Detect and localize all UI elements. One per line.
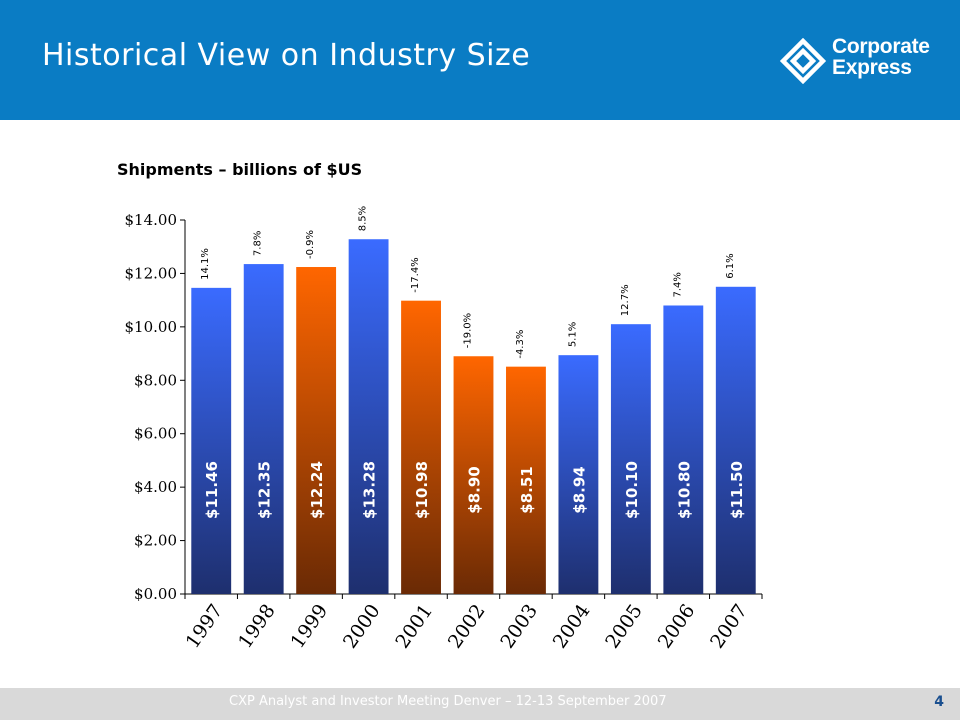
chart-title: Shipments – billions of $US	[117, 160, 363, 179]
growth-label: 14.1%	[200, 248, 211, 280]
y-tick-label: $2.00	[134, 532, 177, 550]
growth-label: -19.0%	[463, 313, 474, 348]
bar-value-label: $10.98	[413, 461, 431, 519]
x-tick-label: 2002	[444, 600, 490, 652]
footer-bar: CXP Analyst and Investor Meeting Denver …	[0, 688, 960, 720]
bar-value-label: $10.10	[623, 461, 641, 519]
bar-1998	[243, 264, 284, 594]
x-tick-label: 1997	[182, 600, 228, 652]
y-tick-label: $4.00	[134, 478, 177, 496]
growth-label: -0.9%	[305, 230, 316, 259]
bar-value-label: $10.80	[675, 461, 693, 519]
logo-text-line1: Corporate	[832, 35, 930, 58]
x-tick-label: 2005	[601, 600, 647, 652]
x-tick-label: 1999	[286, 600, 332, 652]
growth-label: 12.7%	[620, 284, 631, 316]
bar-1999	[296, 267, 337, 594]
bar-2007	[715, 286, 756, 594]
corporate-express-logo: Corporate Express	[780, 36, 940, 86]
bar-value-label: $11.50	[728, 461, 746, 519]
shipments-bar-chart: $0.00 $2.00 $4.00 $6.00 $8.00 $10.00 $12.00 $14…	[125, 206, 763, 652]
x-tick-label: 2003	[496, 600, 542, 652]
growth-label: -17.4%	[410, 257, 421, 292]
growth-label: 8.5%	[358, 206, 369, 231]
bar-2000	[348, 239, 389, 594]
y-tick-label: $14.00	[125, 211, 178, 229]
growth-label: 7.4%	[672, 272, 683, 297]
bar-value-label: $8.90	[466, 466, 484, 513]
growth-label: 5.1%	[567, 322, 578, 347]
x-tick-label: 2006	[654, 600, 700, 652]
bar-2001	[401, 300, 441, 594]
bar-2006	[663, 305, 704, 594]
y-tick-label: $6.00	[134, 425, 177, 443]
header-bar: Historical View on Industry Size Corpora…	[0, 0, 960, 120]
growth-label: -4.3%	[515, 330, 526, 359]
x-tick-label: 1998	[234, 600, 280, 652]
growth-label: 7.8%	[253, 231, 264, 256]
growth-label: 6.1%	[725, 253, 736, 278]
x-tick-label: 2001	[391, 600, 437, 652]
bar-2003	[506, 366, 546, 594]
y-tick-label: $10.00	[125, 318, 178, 336]
page-number: 4	[934, 694, 944, 710]
y-tick-label: $12.00	[125, 264, 178, 282]
bar-1997	[191, 287, 232, 594]
bar-value-label: $8.51	[518, 466, 536, 513]
y-tick-label: $8.00	[134, 371, 177, 389]
bar-2002	[453, 356, 494, 594]
bar-value-label: $11.46	[203, 461, 221, 519]
x-tick-label: 2004	[549, 600, 595, 652]
x-tick-label: 2007	[706, 600, 752, 652]
bar-value-label: $12.35	[256, 461, 274, 519]
x-tick-label: 2000	[339, 600, 385, 652]
bar-2004	[558, 355, 599, 594]
slide-title: Historical View on Industry Size	[42, 38, 531, 73]
bar-value-label: $12.24	[308, 461, 326, 519]
bar-value-label: $8.94	[570, 466, 588, 513]
bar-value-label: $13.28	[361, 461, 379, 519]
y-tick-label: $0.00	[134, 585, 177, 603]
bar-2005	[610, 324, 651, 594]
logo-text-line2: Express	[832, 56, 912, 79]
footer-text: CXP Analyst and Investor Meeting Denver …	[229, 694, 667, 709]
logo-emblem-icon	[780, 38, 826, 84]
